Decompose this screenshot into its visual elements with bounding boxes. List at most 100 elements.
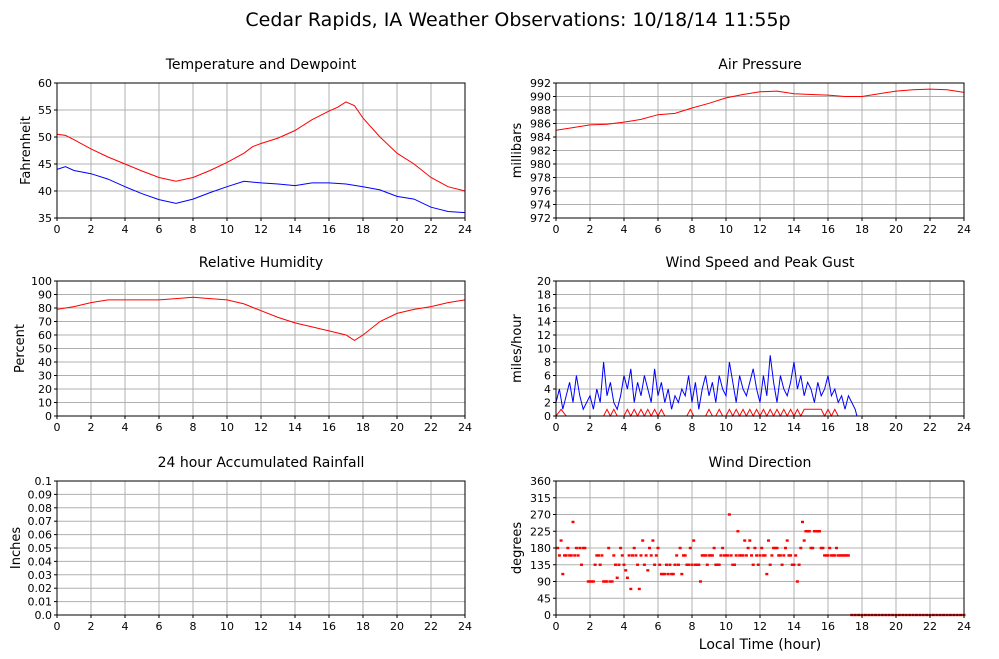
data-point [576, 554, 580, 557]
x-tick-label: 2 [587, 421, 594, 434]
data-point [566, 546, 570, 550]
data-point [670, 572, 674, 576]
data-point [818, 530, 821, 533]
x-tick-label: 10 [719, 421, 733, 434]
data-point [688, 546, 692, 550]
x-tick-label: 0 [553, 421, 560, 434]
data-point [658, 563, 662, 566]
chart-title: Temperature and Dewpoint [165, 57, 357, 73]
data-point [571, 520, 575, 524]
data-point [719, 554, 723, 557]
data-point [574, 546, 578, 550]
x-tick-label: 0 [54, 620, 61, 633]
data-point [836, 554, 840, 557]
series-line-rh-0 [56, 296, 466, 341]
data-point [692, 539, 696, 542]
data-point [597, 554, 600, 557]
data-point [760, 546, 764, 550]
data-point [709, 554, 713, 557]
x-tick-label: 22 [923, 620, 937, 633]
x-tick-label: 20 [390, 620, 404, 633]
data-point [700, 554, 704, 557]
chart-title: Wind Speed and Peak Gust [666, 255, 855, 271]
data-point [726, 554, 730, 557]
y-tick-label: 45 [38, 158, 52, 171]
x-tick-label: 12 [254, 223, 268, 236]
data-point [841, 554, 845, 557]
x-tick-label: 14 [787, 421, 801, 434]
data-point [846, 554, 850, 557]
data-point [588, 580, 592, 583]
x-tick-label: 20 [889, 620, 903, 633]
x-tick-label: 14 [787, 620, 801, 633]
x-tick-label: 22 [424, 620, 438, 633]
x-tick-label: 14 [288, 421, 302, 434]
y-tick-label: 55 [38, 104, 52, 117]
data-point [603, 580, 607, 583]
data-point [712, 546, 716, 550]
data-point [845, 554, 849, 557]
data-point [559, 539, 563, 542]
chart-title: Relative Humidity [199, 255, 323, 271]
y-tick-label: 50 [38, 343, 52, 356]
y-tick-label: 976 [530, 185, 551, 198]
x-tick-label: 14 [787, 223, 801, 236]
x-tick-label: 24 [957, 421, 971, 434]
x-tick-label: 24 [957, 620, 971, 633]
data-point [583, 546, 587, 550]
x-tick-label: 4 [621, 421, 628, 434]
data-point [777, 554, 781, 557]
data-point [755, 554, 759, 557]
data-point [724, 554, 728, 557]
y-tick-label: 16 [537, 302, 551, 315]
x-tick-label: 2 [88, 223, 95, 236]
x-tick-label: 2 [88, 421, 95, 434]
y-tick-label: 14 [537, 316, 551, 329]
y-tick-label: 270 [530, 509, 551, 522]
x-tick-label: 20 [889, 421, 903, 434]
data-point [738, 554, 742, 557]
series-line-pressure-0 [555, 88, 965, 131]
data-point [636, 563, 640, 566]
chart-rain: 0 2 4 6 8 10 12 14 16 18 20 22 240.00.010.020.030.04… [9, 455, 472, 633]
data-point [710, 554, 714, 557]
data-point [561, 572, 565, 576]
y-tick-label: 70 [38, 316, 52, 329]
x-tick-label: 4 [621, 223, 628, 236]
x-tick-label: 8 [190, 620, 197, 633]
y-axis-label: millibars [510, 123, 525, 179]
y-tick-label: 982 [530, 145, 551, 158]
y-tick-label: 0.1 [35, 475, 53, 488]
data-point [835, 546, 838, 550]
data-point [787, 554, 791, 557]
data-point [784, 546, 787, 550]
data-point [642, 563, 646, 566]
data-point [659, 572, 663, 576]
data-point [624, 569, 628, 572]
y-axis-label: miles/hour [510, 313, 525, 382]
data-point [812, 530, 816, 533]
data-point [693, 563, 697, 566]
data-point [731, 563, 735, 566]
y-tick-label: 60 [38, 329, 52, 342]
x-tick-label: 18 [855, 421, 869, 434]
x-tick-label: 8 [190, 223, 197, 236]
y-tick-label: 18 [537, 289, 551, 302]
data-point [631, 554, 634, 557]
x-tick-label: 4 [122, 421, 129, 434]
y-tick-label: 12 [537, 329, 551, 342]
y-axis-label: Inches [9, 527, 24, 569]
data-point [605, 580, 609, 583]
y-tick-label: 0.03 [28, 569, 53, 582]
data-point [816, 530, 820, 533]
data-point [648, 546, 651, 550]
data-point [695, 563, 699, 566]
data-point [767, 539, 770, 542]
x-tick-label: 12 [753, 620, 767, 633]
data-point [578, 546, 582, 550]
data-point [789, 554, 793, 557]
data-point [751, 563, 755, 566]
y-tick-label: 90 [38, 289, 52, 302]
x-tick-label: 4 [621, 620, 628, 633]
